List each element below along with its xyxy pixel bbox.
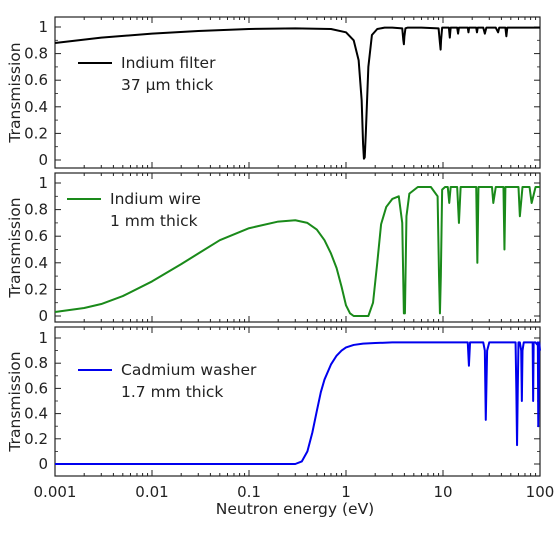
x-tick-label: 10	[433, 483, 452, 501]
y-tick-label: 0.4	[24, 254, 48, 272]
panel-middle: 0 0.2 0.4 0.6 0.8 1 Transmission Indium wire 1 m…	[6, 172, 541, 325]
legend-sublabel: 1 mm thick	[110, 212, 198, 230]
legend-label: Indium filter	[121, 54, 216, 72]
y-axis-title: Transmission	[6, 42, 24, 143]
y-tick-label: 0.4	[24, 405, 48, 423]
y-tick-label: 0	[38, 455, 48, 473]
panel-bottom: 0 0.2 0.4 0.6 0.8 1 0.001 0.01 0.1 1 10 100 Transmis…	[6, 326, 554, 501]
legend-label: Cadmium washer	[121, 361, 257, 379]
x-tick-label: 1	[341, 483, 351, 501]
legend-sublabel: 37 μm thick	[121, 76, 213, 94]
y-tick-label: 0.2	[24, 280, 48, 298]
x-tick-label: 0.01	[135, 483, 168, 501]
plot-frame	[54, 16, 541, 169]
series-line	[54, 26, 540, 160]
plot-frame	[54, 326, 541, 477]
y-tick-label: 0.6	[24, 71, 48, 89]
y-tick-label: 0.8	[24, 45, 48, 63]
x-tick-label: 0.1	[237, 483, 261, 501]
series-line	[54, 185, 540, 317]
y-tick-label: 0	[38, 307, 48, 325]
y-tick-label: 0.6	[24, 227, 48, 245]
y-tick-label: 1	[38, 174, 48, 192]
y-axis-title: Transmission	[6, 197, 24, 298]
y-tick-label: 0.4	[24, 98, 48, 116]
panel-top: 0 0.2 0.4 0.6 0.8 1 Transmission Indium filter 3…	[6, 16, 541, 169]
y-tick-label: 1	[38, 18, 48, 36]
x-axis-title: Neutron energy (eV)	[216, 500, 374, 518]
legend-label: Indium wire	[110, 190, 201, 208]
y-tick-label: 0.2	[24, 430, 48, 448]
legend-sublabel: 1.7 mm thick	[121, 383, 223, 401]
y-tick-label: 0	[38, 151, 48, 169]
series-line	[55, 341, 541, 465]
x-tick-label: 0.001	[34, 483, 77, 501]
y-tick-label: 0.2	[24, 124, 48, 142]
y-tick-label: 0.8	[24, 354, 48, 372]
x-tick-label: 100	[526, 483, 554, 501]
y-tick-label: 0.8	[24, 201, 48, 219]
plot-frame	[54, 172, 541, 323]
y-tick-label: 0.6	[24, 379, 48, 397]
y-tick-label: 1	[38, 329, 48, 347]
y-axis-title: Transmission	[6, 351, 24, 452]
